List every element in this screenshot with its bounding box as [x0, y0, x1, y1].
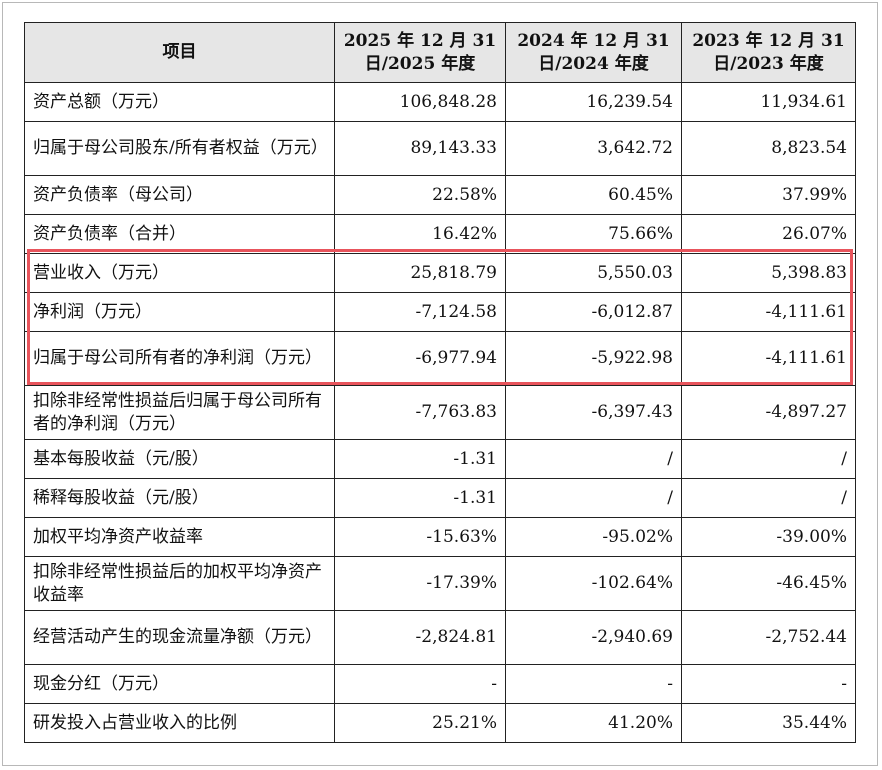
row-label: 加权平均净资产收益率 [24, 517, 335, 557]
cell-2024: 5,550.03 [505, 253, 682, 293]
header-2024-line2: 日/2024 年度 [538, 53, 649, 74]
cell-2023: -46.45% [681, 556, 856, 611]
row-label: 经营活动产生的现金流量净额（万元） [24, 610, 335, 665]
cell-2023: 26.07% [681, 214, 856, 254]
table-row: 稀释每股收益（元/股） -1.31 / / [24, 478, 856, 518]
table-row-highlighted: 净利润（万元） -7,124.58 -6,012.87 -4,111.61 [24, 292, 856, 332]
cell-2024: / [505, 478, 682, 518]
cell-2025: -6,977.94 [334, 331, 506, 386]
table-row: 研发投入占营业收入的比例 25.21% 41.20% 35.44% [24, 703, 856, 743]
header-2023-line2: 日/2023 年度 [713, 53, 824, 74]
header-2024-line1: 2024 年 12 月 31 [517, 30, 670, 51]
cell-2023: -4,111.61 [681, 331, 856, 386]
cell-2023: 11,934.61 [681, 82, 856, 122]
table-row: 扣除非经常性损益后的加权平均净资产收益率 -17.39% -102.64% -4… [24, 556, 856, 611]
header-2023: 2023 年 12 月 31 日/2023 年度 [681, 22, 856, 83]
header-2025: 2025 年 12 月 31 日/2025 年度 [334, 22, 506, 83]
row-label: 现金分红（万元） [24, 664, 335, 704]
cell-2024: -102.64% [505, 556, 682, 611]
header-2025-line1: 2025 年 12 月 31 [343, 30, 497, 51]
cell-2025: 25.21% [334, 703, 506, 743]
cell-2025: -7,763.83 [334, 385, 506, 440]
row-label: 资产负债率（合并） [24, 214, 335, 254]
row-label: 研发投入占营业收入的比例 [24, 703, 335, 743]
header-2025-line2: 日/2025 年度 [364, 53, 476, 74]
table-row: 资产总额（万元） 106,848.28 16,239.54 11,934.61 [24, 82, 856, 122]
cell-2025: -17.39% [334, 556, 506, 611]
table-row: 加权平均净资产收益率 -15.63% -95.02% -39.00% [24, 517, 856, 557]
table-row: 经营活动产生的现金流量净额（万元） -2,824.81 -2,940.69 -2… [24, 610, 856, 665]
cell-2025: 106,848.28 [334, 82, 506, 122]
cell-2023: / [681, 439, 856, 479]
row-label: 归属于母公司所有者的净利润（万元） [24, 331, 335, 386]
cell-2025: - [334, 664, 506, 704]
cell-2025: 16.42% [334, 214, 506, 254]
cell-2023: -4,897.27 [681, 385, 856, 440]
cell-2024: / [505, 439, 682, 479]
cell-2024: - [505, 664, 682, 704]
cell-2023: 35.44% [681, 703, 856, 743]
table-row: 基本每股收益（元/股） -1.31 / / [24, 439, 856, 479]
cell-2025: 22.58% [334, 175, 506, 215]
table-header-row: 项目 2025 年 12 月 31 日/2025 年度 2024 年 12 月 … [24, 22, 856, 83]
cell-2024: -6,397.43 [505, 385, 682, 440]
row-label: 归属于母公司股东/所有者权益（万元） [24, 121, 335, 176]
cell-2023: -2,752.44 [681, 610, 856, 665]
table-row: 扣除非经常性损益后归属于母公司所有者的净利润（万元） -7,763.83 -6,… [24, 385, 856, 440]
cell-2024: 3,642.72 [505, 121, 682, 176]
cell-2024: -2,940.69 [505, 610, 682, 665]
header-item: 项目 [24, 22, 335, 83]
row-label: 基本每股收益（元/股） [24, 439, 335, 479]
header-2023-line1: 2023 年 12 月 31 [692, 30, 845, 51]
cell-2024: -6,012.87 [505, 292, 682, 332]
cell-2025: -1.31 [334, 478, 506, 518]
cell-2023: -39.00% [681, 517, 856, 557]
cell-2023: 5,398.83 [681, 253, 856, 293]
table-row-highlighted: 归属于母公司所有者的净利润（万元） -6,977.94 -5,922.98 -4… [24, 331, 856, 386]
cell-2023: 8,823.54 [681, 121, 856, 176]
cell-2025: 25,818.79 [334, 253, 506, 293]
row-label: 扣除非经常性损益后的加权平均净资产收益率 [24, 556, 335, 611]
cell-2024: 75.66% [505, 214, 682, 254]
cell-2025: -1.31 [334, 439, 506, 479]
row-label: 扣除非经常性损益后归属于母公司所有者的净利润（万元） [24, 385, 335, 440]
row-label: 资产总额（万元） [24, 82, 335, 122]
cell-2023: / [681, 478, 856, 518]
cell-2023: -4,111.61 [681, 292, 856, 332]
cell-2025: -15.63% [334, 517, 506, 557]
row-label: 营业收入（万元） [24, 253, 335, 293]
cell-2024: 60.45% [505, 175, 682, 215]
table-row: 资产负债率（合并） 16.42% 75.66% 26.07% [24, 214, 856, 254]
cell-2025: 89,143.33 [334, 121, 506, 176]
cell-2024: 41.20% [505, 703, 682, 743]
row-label: 净利润（万元） [24, 292, 335, 332]
financial-indicators-table: 项目 2025 年 12 月 31 日/2025 年度 2024 年 12 月 … [24, 22, 856, 743]
cell-2024: 16,239.54 [505, 82, 682, 122]
table-row: 现金分红（万元） - - - [24, 664, 856, 704]
header-2024: 2024 年 12 月 31 日/2024 年度 [505, 22, 682, 83]
row-label: 稀释每股收益（元/股） [24, 478, 335, 518]
table-row: 归属于母公司股东/所有者权益（万元） 89,143.33 3,642.72 8,… [24, 121, 856, 176]
row-label: 资产负债率（母公司） [24, 175, 335, 215]
table-row: 资产负债率（母公司） 22.58% 60.45% 37.99% [24, 175, 856, 215]
cell-2024: -95.02% [505, 517, 682, 557]
cell-2023: 37.99% [681, 175, 856, 215]
table-row-highlighted: 营业收入（万元） 25,818.79 5,550.03 5,398.83 [24, 253, 856, 293]
cell-2023: - [681, 664, 856, 704]
cell-2025: -7,124.58 [334, 292, 506, 332]
cell-2025: -2,824.81 [334, 610, 506, 665]
cell-2024: -5,922.98 [505, 331, 682, 386]
